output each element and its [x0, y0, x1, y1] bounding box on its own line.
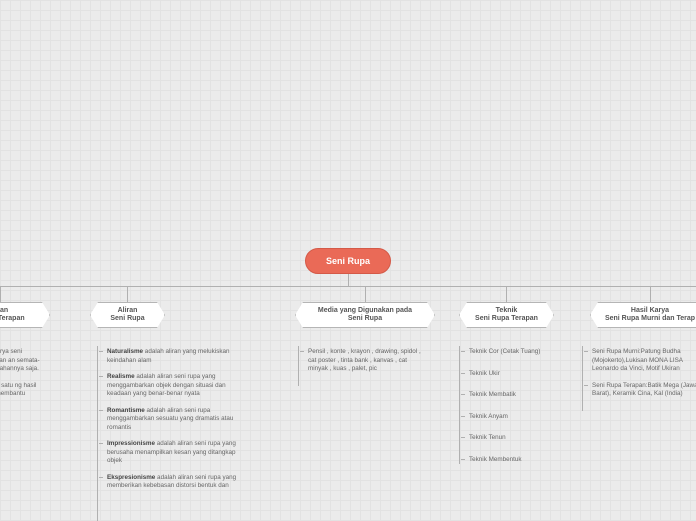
branch-box-b2[interactable]: AliranSeni Rupa: [90, 302, 165, 328]
branch-box-b1[interactable]: daanni dan Terapan: [0, 302, 50, 328]
branch-title-l1: Hasil Karya: [600, 307, 696, 315]
connector-drop: [365, 286, 366, 302]
branch-box-b5[interactable]: Hasil KaryaSeni Rupa Murni dan Terap: [590, 302, 696, 328]
connector-root-v: [348, 274, 349, 286]
content-item: n adalah salah satu ng hasil karyanya tu…: [0, 382, 46, 399]
connector-drop: [127, 286, 128, 302]
branch-content-b4: Teknik Cor (Cetak Tuang) Teknik Ukir Tekni…: [461, 348, 571, 477]
branch-title-l2: Seni Rupa: [305, 315, 425, 323]
content-bullet: Teknik Membentuk: [461, 456, 571, 465]
content-bullet: Teknik Ukir: [461, 370, 571, 379]
connector-content-v: [582, 346, 583, 411]
branch-content-b2: Naturalisme adalah aliran yang melukiska…: [99, 348, 239, 499]
connector-drop: [650, 286, 651, 302]
branch-content-b5: Seni Rupa Murni:Patung Budha (Mojokerto)…: [584, 348, 696, 407]
connector-content-v: [459, 346, 460, 464]
connector-content-v: [97, 346, 98, 521]
branch-content-b1: adalah hasil karya seni seorang seniman …: [0, 348, 46, 407]
content-item: Romantisme adalah aliran seni rupa mengg…: [99, 407, 239, 433]
branch-box-b4[interactable]: TeknikSeni Rupa Terapan: [459, 302, 554, 328]
connector-content-v: [298, 346, 299, 386]
connector-drop: [506, 286, 507, 302]
branch-title-l1: daan: [0, 307, 40, 315]
content-item: Impressionisme adalah aliran seni rupa y…: [99, 440, 239, 466]
branch-title-l2: Seni Rupa Terapan: [469, 315, 544, 323]
content-bullet: Teknik Anyam: [461, 413, 571, 422]
content-bullet: Teknik Tenun: [461, 434, 571, 443]
content-item: Realisme adalah aliran seni rupa yang me…: [99, 373, 239, 399]
branch-content-b3: Pensil , konte , krayon , drawing, spido…: [300, 348, 428, 382]
content-item: Seni Rupa Terapan:Batik Mega (Jawa Barat…: [584, 382, 696, 399]
connector-h: [0, 286, 696, 287]
content-item: Pensil , konte , krayon , drawing, spido…: [300, 348, 428, 374]
branch-title-l1: Media yang Digunakan pada: [305, 307, 425, 315]
content-item: adalah hasil karya seni seorang seniman …: [0, 348, 46, 374]
branch-title-l2: Seni Rupa Murni dan Terap: [600, 315, 696, 323]
branch-title-l2: Seni Rupa: [100, 315, 155, 323]
root-label: Seni Rupa: [326, 256, 370, 266]
content-item: Ekspresionisme adalah aliran seni rupa y…: [99, 474, 239, 491]
branch-title-l2: ni dan Terapan: [0, 315, 40, 323]
branch-title-l1: Teknik: [469, 307, 544, 315]
branch-title-l1: Aliran: [100, 307, 155, 315]
content-bullet: Teknik Cor (Cetak Tuang): [461, 348, 571, 357]
branch-box-b3[interactable]: Media yang Digunakan padaSeni Rupa: [295, 302, 435, 328]
content-item: Naturalisme adalah aliran yang melukiska…: [99, 348, 239, 365]
content-item: Seni Rupa Murni:Patung Budha (Mojokerto)…: [584, 348, 696, 374]
content-bullet: Teknik Membatik: [461, 391, 571, 400]
connector-drop: [0, 286, 1, 302]
root-node[interactable]: Seni Rupa: [305, 248, 391, 274]
